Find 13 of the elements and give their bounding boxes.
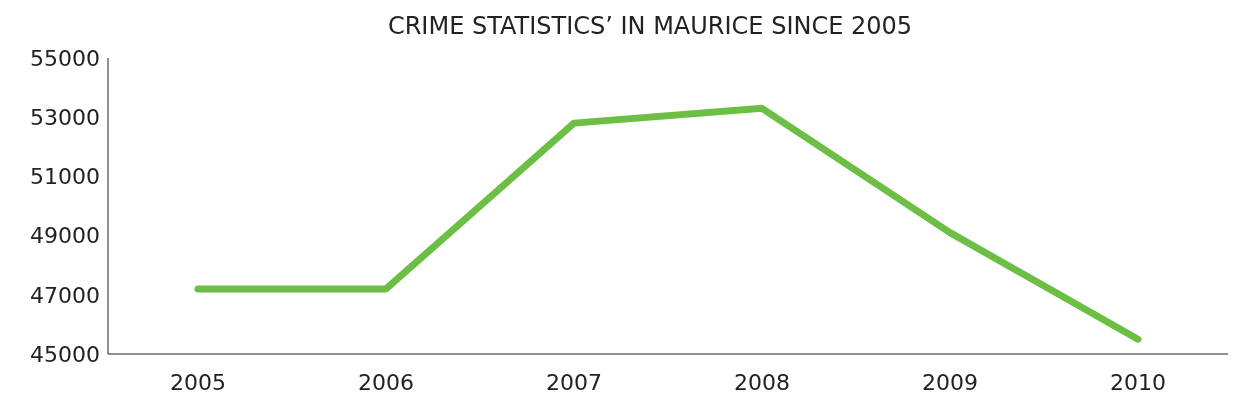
y-tick-label: 49000 — [30, 223, 100, 249]
chart-title: CRIME STATISTICS’ IN MAURICE SINCE 2005 — [386, 11, 914, 42]
x-tick-label: 2007 — [546, 369, 602, 395]
y-tick-label: 47000 — [30, 282, 100, 308]
x-tick-label: 2009 — [922, 369, 978, 395]
x-tick-label: 2006 — [358, 369, 414, 395]
y-tick-label: 55000 — [30, 45, 100, 71]
x-tick-label: 2008 — [734, 369, 790, 395]
y-tick-label: 51000 — [30, 164, 100, 190]
x-tick-label: 2005 — [170, 369, 226, 395]
y-tick-label: 45000 — [30, 341, 100, 367]
y-tick-label: 53000 — [30, 105, 100, 131]
x-tick-label: 2010 — [1110, 369, 1166, 395]
